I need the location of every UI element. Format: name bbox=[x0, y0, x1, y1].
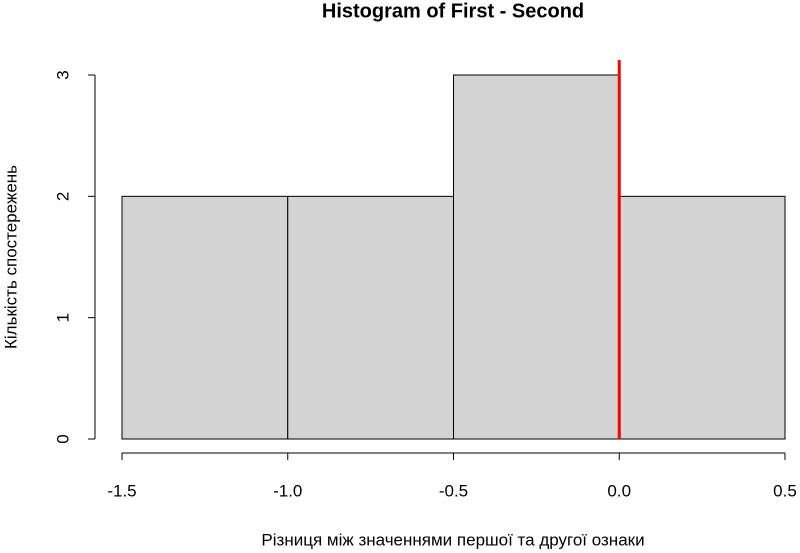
bar bbox=[121, 195, 289, 440]
y-tick-label: 0 bbox=[53, 434, 72, 443]
y-tick-label: 3 bbox=[53, 70, 72, 79]
chart-title: Histogram of First - Second bbox=[322, 0, 584, 22]
x-tick-label: -0.5 bbox=[439, 481, 468, 500]
x-tick-label: -1.5 bbox=[107, 481, 136, 500]
y-tick-label: 2 bbox=[53, 192, 72, 201]
bar bbox=[453, 74, 620, 440]
y-tick-label: 1 bbox=[53, 313, 72, 322]
bar bbox=[287, 195, 454, 440]
x-tick-label: 0.0 bbox=[607, 481, 631, 500]
y-axis-label: Кількість спостережень bbox=[1, 165, 20, 349]
x-tick-label: -1.0 bbox=[273, 481, 302, 500]
x-tick-label: 0.5 bbox=[773, 481, 797, 500]
x-axis-label: Різниця між значеннями першої та другої … bbox=[261, 530, 644, 549]
bar bbox=[618, 195, 786, 440]
